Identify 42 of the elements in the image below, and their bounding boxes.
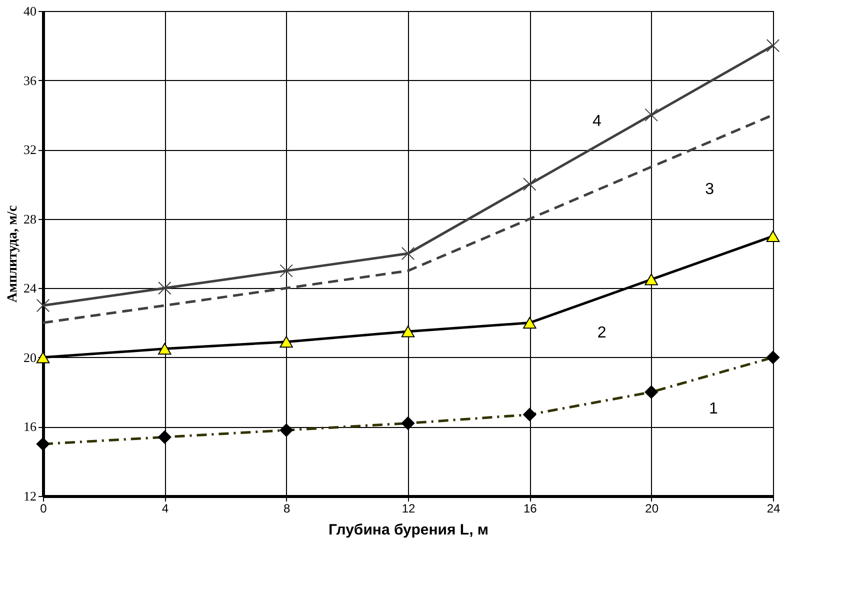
y-tick-label: 16 [24,419,37,434]
point [644,108,658,122]
point [523,408,536,422]
y-tick-label: 32 [24,142,36,158]
point [158,342,172,355]
point [644,274,658,286]
point [36,298,50,312]
y-tick-label: 12 [24,488,36,504]
series-label: 4 [592,112,602,130]
x-tick-label: 12 [402,502,416,516]
point [280,264,293,278]
point [36,352,50,364]
point [158,430,172,444]
x-tick-label: 4 [162,502,169,516]
point [280,336,293,348]
y-tick-label: 40 [24,4,36,18]
x-tick-label: 8 [283,502,290,516]
point [158,282,172,295]
text: 3 [705,181,714,198]
y-axis-title: Амплитуда, м/с [6,205,20,303]
x-tick-label: 0 [40,502,48,516]
point [280,424,293,437]
series-label: 2 [597,324,606,342]
y-tick-label: 28 [24,211,36,226]
point [523,178,536,191]
point [401,416,415,430]
x-tick-label: 24 [766,502,780,516]
y-tick-label: 24 [24,280,37,296]
x-tick-label: 16 [523,502,538,516]
point [644,385,658,399]
x-tick-label: 20 [645,502,659,516]
point [401,326,415,338]
point [766,39,780,52]
x-axis-title: Глубина бурения L, м [328,522,488,538]
point [766,230,780,242]
point [36,437,50,451]
point [401,246,415,260]
y-tick-label: 20 [24,350,36,365]
point [523,316,536,329]
y-tick-label: 36 [24,72,37,88]
series-label: 1 [708,400,718,418]
point [766,350,780,364]
